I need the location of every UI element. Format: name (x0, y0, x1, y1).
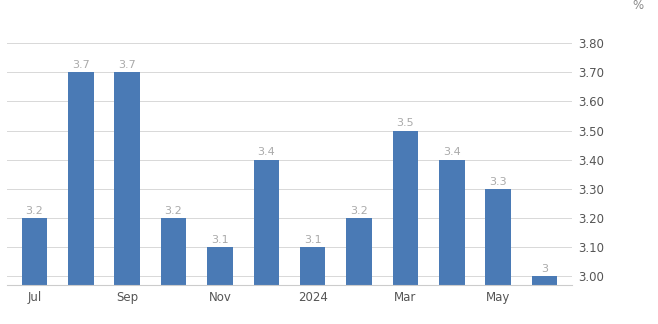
Text: 3.4: 3.4 (257, 147, 275, 157)
Text: 3.4: 3.4 (443, 147, 461, 157)
Text: 3: 3 (541, 264, 548, 274)
Bar (439, 160, 465, 324)
Bar (22, 218, 47, 324)
Text: 3.7: 3.7 (72, 60, 89, 70)
Text: 3.5: 3.5 (397, 118, 415, 128)
Text: 3.2: 3.2 (164, 206, 182, 216)
Bar (207, 247, 233, 324)
Bar (300, 247, 326, 324)
Text: %: % (632, 0, 643, 12)
Bar (393, 131, 418, 324)
Bar (486, 189, 511, 324)
Text: 3.2: 3.2 (350, 206, 368, 216)
Text: 3.2: 3.2 (26, 206, 43, 216)
Text: 3.1: 3.1 (211, 235, 229, 245)
Bar (532, 276, 557, 324)
Text: 3.7: 3.7 (118, 60, 136, 70)
Bar (68, 72, 93, 324)
Bar (346, 218, 372, 324)
Bar (114, 72, 140, 324)
Text: 3.1: 3.1 (304, 235, 322, 245)
Bar (161, 218, 186, 324)
Text: 3.3: 3.3 (490, 177, 507, 187)
Bar (253, 160, 279, 324)
